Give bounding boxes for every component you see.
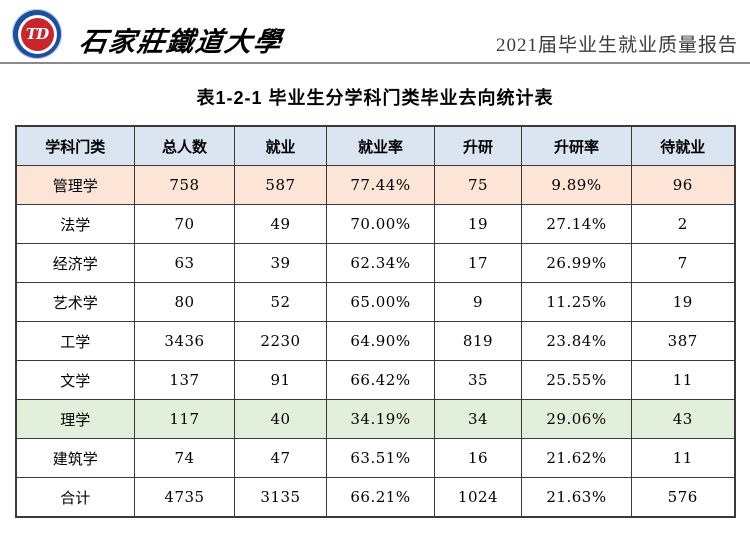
value-cell: 49 (234, 204, 327, 244)
value-cell: 1024 (434, 477, 522, 518)
value-cell: 40 (234, 399, 327, 439)
value-cell: 11.25% (521, 282, 632, 322)
value-cell: 2230 (234, 321, 327, 361)
value-cell: 23.84% (521, 321, 632, 361)
value-cell: 19 (631, 282, 735, 322)
value-cell: 66.21% (326, 477, 435, 518)
page-header: TD 石家莊鐵道大學 2021届毕业生就业质量报告 (0, 0, 750, 64)
value-cell: 34 (434, 399, 522, 439)
table-body: 管理学 758 587 77.44% 75 9.89% 96 法学 70 49 70.00% 19 27… (15, 165, 735, 518)
stats-table: 学科门类 总人数 就业 就业率 升研 升研率 待就业 管理学 758 587 77.44% 75 9.… (14, 125, 736, 518)
column-header: 就业率 (326, 125, 435, 166)
value-cell: 26.99% (521, 243, 632, 283)
value-cell: 576 (631, 477, 735, 518)
value-cell: 43 (631, 399, 735, 439)
value-cell: 96 (631, 165, 735, 205)
table-row: 艺术学 80 52 65.00% 9 11.25% 19 (15, 282, 735, 322)
value-cell: 819 (434, 321, 522, 361)
table-row: 经济学 63 39 62.34% 17 26.99% 7 (15, 243, 735, 283)
logo-monogram: TD (20, 17, 54, 51)
value-cell: 62.34% (326, 243, 435, 283)
value-cell: 3436 (134, 321, 235, 361)
value-cell: 63 (134, 243, 235, 283)
value-cell: 387 (631, 321, 735, 361)
university-emblem-icon: TD (12, 9, 62, 59)
value-cell: 9 (434, 282, 522, 322)
emblem-ring: TD (17, 14, 57, 54)
value-cell: 35 (434, 360, 522, 400)
column-header: 总人数 (134, 125, 235, 166)
column-header: 升研 (434, 125, 522, 166)
category-cell: 管理学 (15, 165, 135, 205)
table-row: 建筑学 74 47 63.51% 16 21.62% 11 (15, 438, 735, 478)
value-cell: 21.63% (521, 477, 632, 518)
value-cell: 587 (234, 165, 327, 205)
report-title: 2021届毕业生就业质量报告 (495, 35, 738, 56)
value-cell: 19 (434, 204, 522, 244)
column-header: 学科门类 (15, 125, 135, 166)
category-cell: 法学 (15, 204, 135, 244)
value-cell: 66.42% (326, 360, 435, 400)
value-cell: 758 (134, 165, 235, 205)
value-cell: 17 (434, 243, 522, 283)
table-row: 管理学 758 587 77.44% 75 9.89% 96 (15, 165, 735, 205)
value-cell: 27.14% (521, 204, 632, 244)
value-cell: 34.19% (326, 399, 435, 439)
category-cell: 工学 (15, 321, 135, 361)
table-row: 法学 70 49 70.00% 19 27.14% 2 (15, 204, 735, 244)
value-cell: 77.44% (326, 165, 435, 205)
value-cell: 75 (434, 165, 522, 205)
column-header: 升研率 (521, 125, 632, 166)
category-cell: 合计 (15, 477, 135, 518)
value-cell: 63.51% (326, 438, 435, 478)
value-cell: 11 (631, 438, 735, 478)
value-cell: 117 (134, 399, 235, 439)
value-cell: 9.89% (521, 165, 632, 205)
value-cell: 137 (134, 360, 235, 400)
value-cell: 4735 (134, 477, 235, 518)
value-cell: 80 (134, 282, 235, 322)
value-cell: 39 (234, 243, 327, 283)
value-cell: 70.00% (326, 204, 435, 244)
category-cell: 建筑学 (15, 438, 135, 478)
value-cell: 91 (234, 360, 327, 400)
value-cell: 52 (234, 282, 327, 322)
value-cell: 65.00% (326, 282, 435, 322)
value-cell: 16 (434, 438, 522, 478)
category-cell: 理学 (15, 399, 135, 439)
value-cell: 3135 (234, 477, 327, 518)
category-cell: 艺术学 (15, 282, 135, 322)
column-header: 待就业 (631, 125, 735, 166)
value-cell: 29.06% (521, 399, 632, 439)
table-row: 合计 4735 3135 66.21% 1024 21.63% 576 (15, 477, 735, 518)
value-cell: 64.90% (326, 321, 435, 361)
value-cell: 21.62% (521, 438, 632, 478)
value-cell: 70 (134, 204, 235, 244)
table-row: 理学 117 40 34.19% 34 29.06% 43 (15, 399, 735, 439)
value-cell: 2 (631, 204, 735, 244)
category-cell: 文学 (15, 360, 135, 400)
value-cell: 47 (234, 438, 327, 478)
value-cell: 25.55% (521, 360, 632, 400)
table-header-row: 学科门类 总人数 就业 就业率 升研 升研率 待就业 (15, 125, 735, 166)
table-row: 工学 3436 2230 64.90% 819 23.84% 387 (15, 321, 735, 361)
category-cell: 经济学 (15, 243, 135, 283)
university-name: 石家莊鐵道大學 (77, 27, 285, 58)
table-caption: 表1-2-1 毕业生分学科门类毕业去向统计表 (196, 88, 554, 108)
table-row: 文学 137 91 66.42% 35 25.55% 11 (15, 360, 735, 400)
value-cell: 74 (134, 438, 235, 478)
value-cell: 7 (631, 243, 735, 283)
value-cell: 11 (631, 360, 735, 400)
column-header: 就业 (234, 125, 327, 166)
